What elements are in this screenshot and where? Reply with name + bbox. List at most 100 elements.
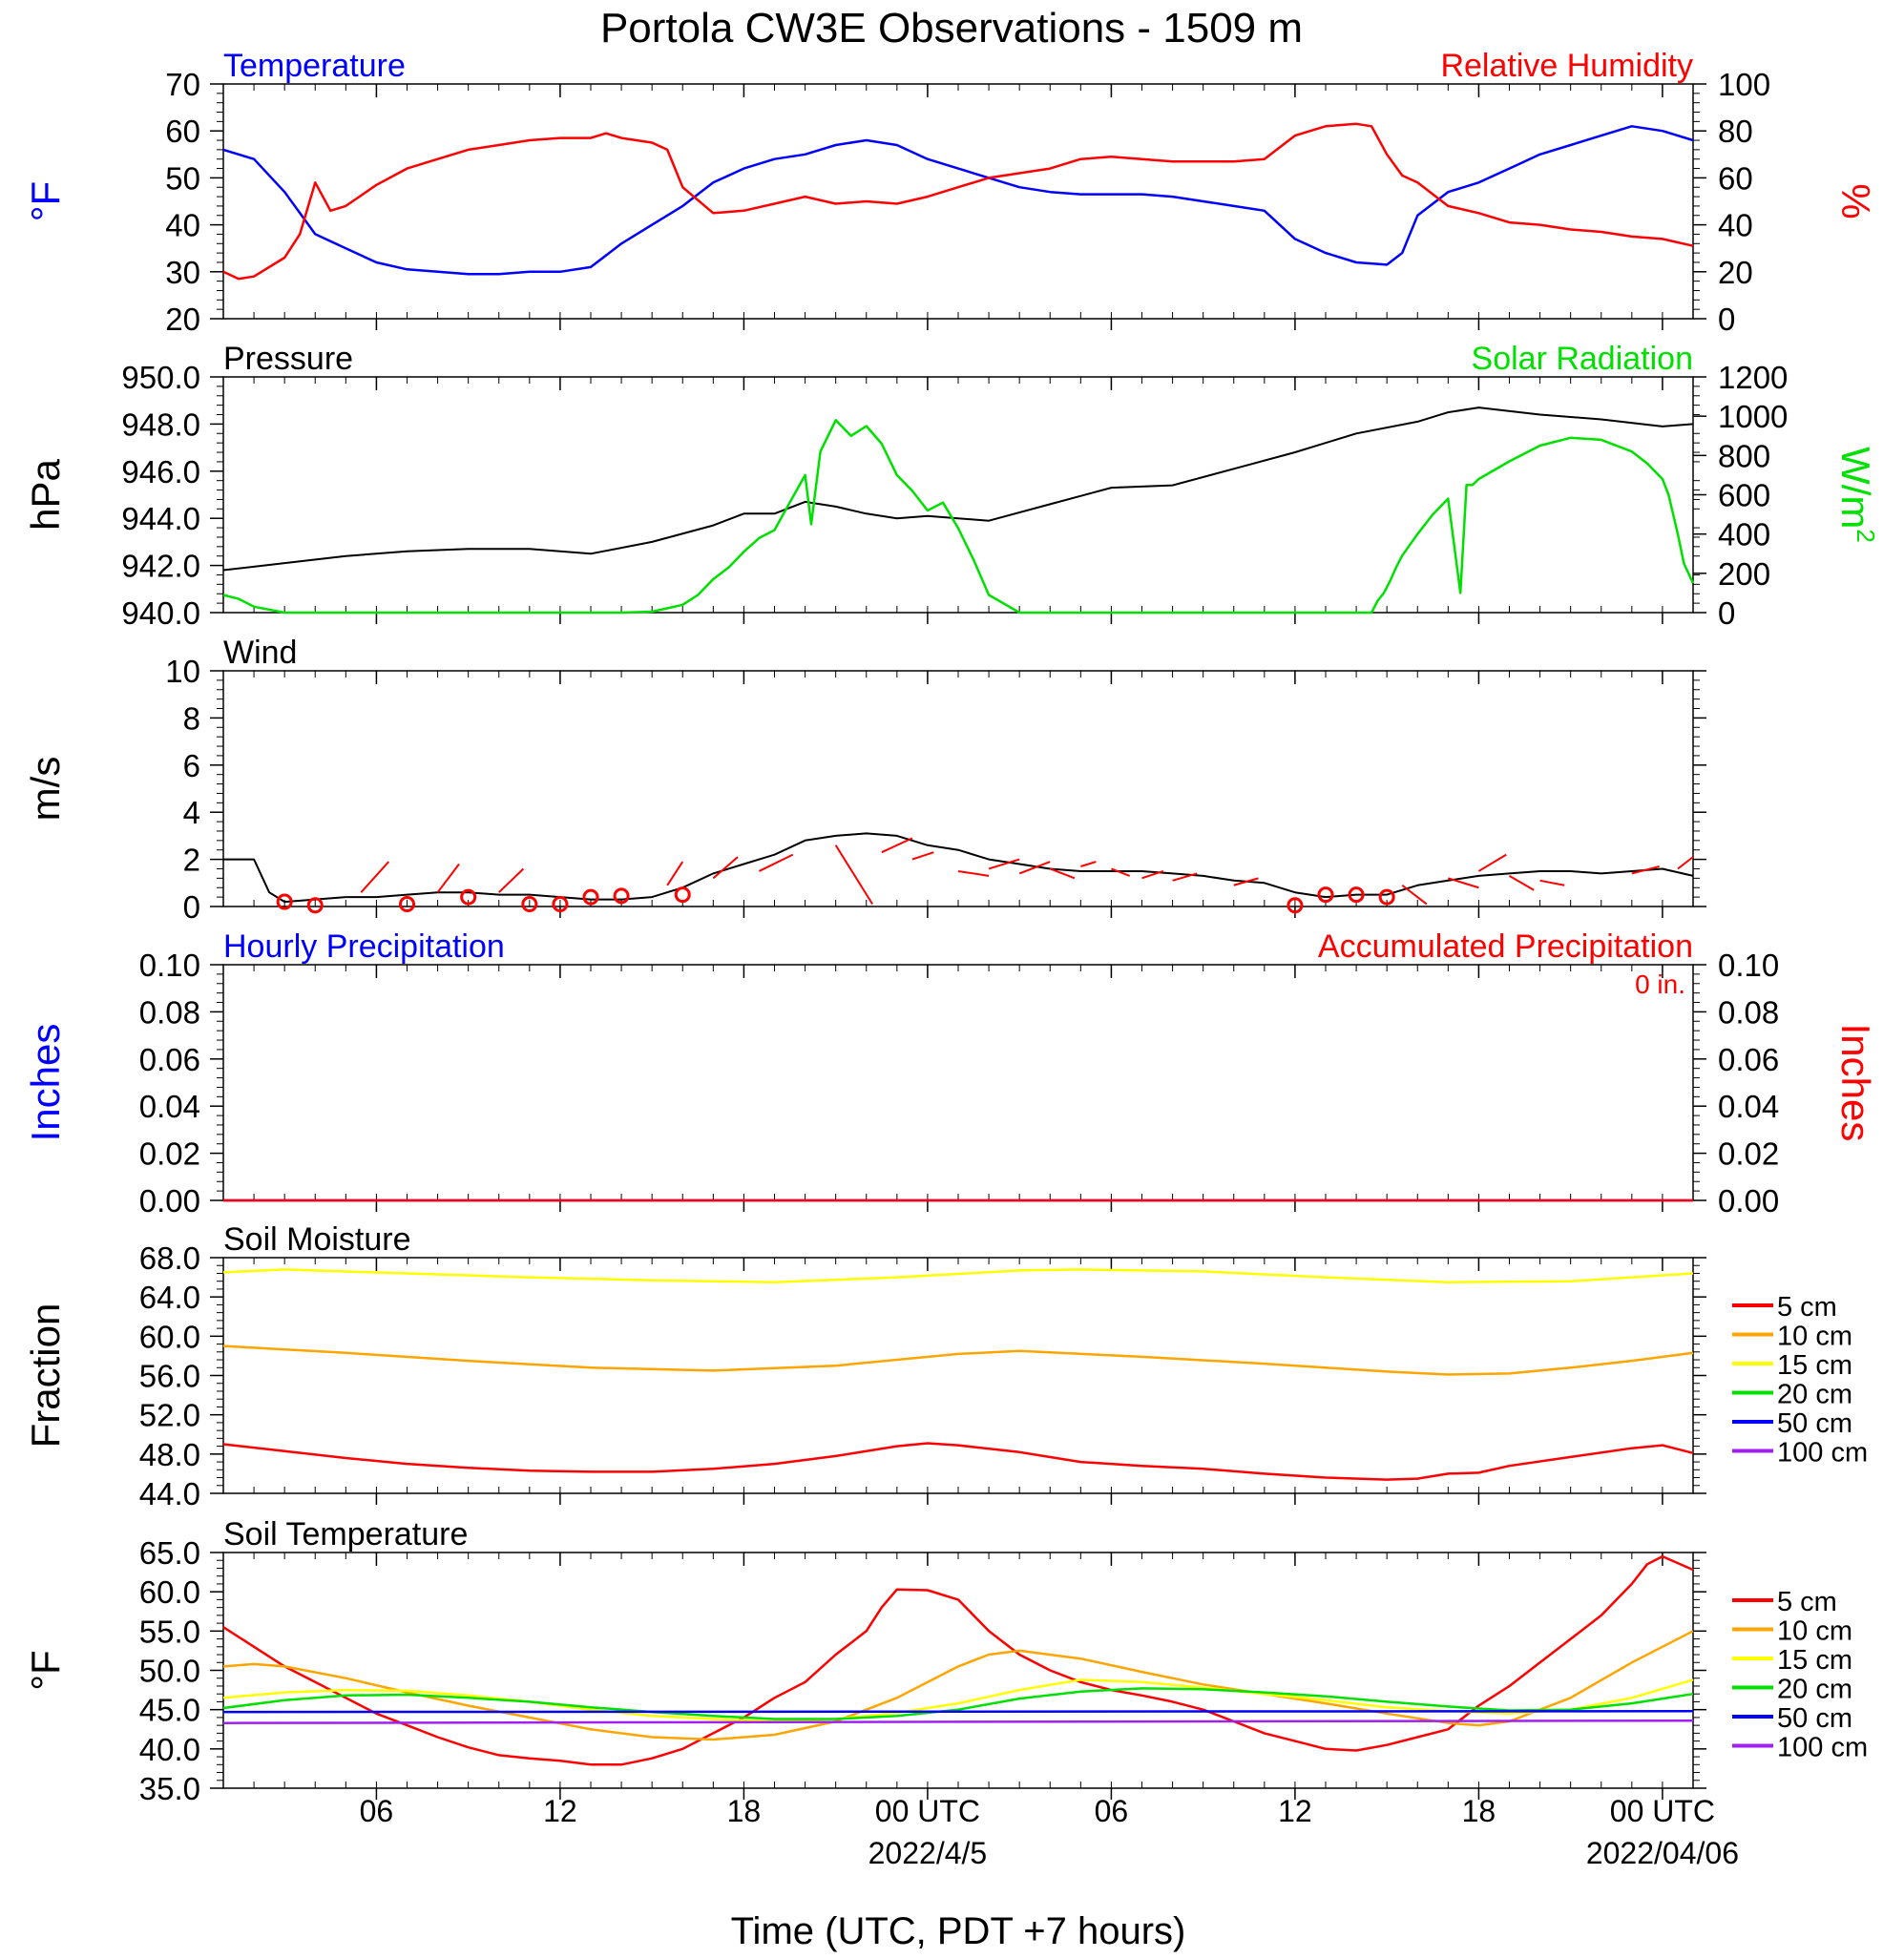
- y-tick-label: 60.0: [139, 1319, 200, 1354]
- wind-barb: [360, 861, 389, 893]
- x-date-label: 2022/04/06: [1586, 1836, 1739, 1870]
- y-tick-label: 40.0: [139, 1732, 200, 1767]
- x-date-label: 2022/4/5: [868, 1836, 988, 1870]
- y-axis-label: °F: [23, 1650, 68, 1690]
- y-tick-label: 0.06: [139, 1042, 200, 1077]
- y-tick-label: 2: [183, 843, 200, 878]
- plot-frame: [222, 1552, 1694, 1789]
- wind-barb: [1018, 861, 1051, 875]
- panel-left-title: Temperature: [223, 48, 406, 84]
- calm-wind-marker: [1317, 886, 1334, 904]
- panel-left-title: Hourly Precipitation: [223, 928, 505, 965]
- y-tick-label: 946.0: [121, 454, 200, 490]
- y2-tick-label: 200: [1718, 556, 1770, 592]
- series-line-10cm: [222, 1344, 1694, 1376]
- calm-wind-marker: [276, 893, 293, 910]
- y2-tick-label: 100: [1718, 67, 1770, 102]
- y-tick-label: 35.0: [139, 1771, 200, 1806]
- x-tick-label: 00 UTC: [1610, 1794, 1715, 1828]
- y2-tick-label: 0.06: [1718, 1042, 1779, 1077]
- calm-wind-marker: [399, 896, 415, 913]
- y-tick-label: 0: [183, 889, 200, 925]
- legend-label: 100 cm: [1777, 1438, 1868, 1469]
- panel-right-title: Accumulated Precipitation: [1318, 928, 1693, 965]
- x-tick-label: 12: [543, 1794, 577, 1828]
- y-axis-label: Fraction: [23, 1303, 68, 1448]
- y2-tick-label: 20: [1718, 255, 1753, 290]
- panel-right-title: Solar Radiation: [1472, 341, 1693, 377]
- series-line-red: [222, 122, 1694, 281]
- y2-tick-label: 60: [1718, 160, 1753, 196]
- series-line-black: [222, 406, 1694, 572]
- plot-frame: [222, 376, 1694, 614]
- y2-tick-label: 600: [1718, 478, 1770, 513]
- y2-tick-label: 0.04: [1718, 1089, 1779, 1124]
- panel-temperature-rh: 20 30 40 50 60 70 0 20 40 60 80 100 Temperature Relat…: [23, 48, 1878, 337]
- y-tick-label: 4: [183, 795, 200, 830]
- wind-barb: [911, 851, 934, 861]
- legend-label: 100 cm: [1777, 1733, 1868, 1763]
- x-tick-label: 18: [727, 1794, 762, 1828]
- y2-tick-label: 800: [1718, 438, 1770, 473]
- calm-wind-marker: [552, 896, 569, 913]
- wind-barb: [1172, 872, 1198, 882]
- wind-barb: [1539, 879, 1565, 886]
- y2-tick-label: 1000: [1718, 399, 1788, 434]
- calm-wind-marker: [582, 888, 599, 906]
- legend-label: 20 cm: [1777, 1675, 1852, 1705]
- y-tick-label: 944.0: [121, 501, 200, 536]
- y-tick-label: 940.0: [121, 595, 200, 631]
- y2-tick-label: 0: [1718, 595, 1735, 631]
- series-line-10cm: [222, 1630, 1694, 1741]
- y-tick-label: 0.04: [139, 1089, 200, 1124]
- series-line-green: [222, 419, 1695, 615]
- panel-soil-moisture: 44.0 48.0 52.0 56.0 60.0 64.0 68.0 Soil Moistur…: [23, 1221, 1868, 1511]
- wind-barb: [1448, 877, 1479, 889]
- y-tick-label: 6: [183, 748, 200, 783]
- y2-tick-label: 0.08: [1718, 994, 1779, 1030]
- y-tick-label: 56.0: [139, 1359, 200, 1394]
- y2-tick-label: 0.02: [1718, 1136, 1779, 1172]
- legend-label: 15 cm: [1777, 1350, 1852, 1381]
- wind-barb: [1677, 856, 1694, 870]
- y-tick-label: 942.0: [121, 549, 200, 584]
- legend-label: 20 cm: [1777, 1380, 1852, 1410]
- plot-frame: [222, 1257, 1694, 1494]
- series-line-black: [223, 832, 1694, 904]
- y-tick-label: 70: [165, 67, 200, 102]
- y-tick-label: 65.0: [139, 1535, 200, 1571]
- calm-wind-marker: [674, 886, 691, 904]
- panel-left-title: Soil Moisture: [223, 1221, 411, 1258]
- y-tick-label: 44.0: [139, 1476, 200, 1511]
- series-line-5cm: [222, 1442, 1694, 1481]
- panel-left-title: Soil Temperature: [223, 1516, 468, 1553]
- y-tick-label: 948.0: [121, 406, 200, 442]
- wind-barb: [881, 837, 913, 854]
- calm-wind-marker: [306, 897, 324, 914]
- x-tick-label: 06: [360, 1794, 394, 1828]
- y-tick-label: 45.0: [139, 1693, 200, 1728]
- x-tick-label: 18: [1462, 1794, 1496, 1828]
- calm-wind-marker: [460, 888, 477, 906]
- legend-label: 15 cm: [1777, 1645, 1852, 1676]
- time-axis: 06 12 18 00 UTC 2022/4/5 06 12 18 00 UTC 2022/04/…: [360, 1794, 1739, 1870]
- series-line-15cm: [222, 1268, 1694, 1283]
- y-tick-label: 30: [165, 255, 200, 290]
- wind-barb: [1141, 870, 1164, 880]
- wind-barb: [436, 863, 460, 893]
- legend-label: 50 cm: [1777, 1703, 1852, 1734]
- y-tick-label: 52.0: [139, 1398, 200, 1433]
- wind-barb: [666, 861, 684, 886]
- y2-axis-label-superscript: 2: [1852, 529, 1880, 542]
- legend-label: 5 cm: [1777, 1292, 1837, 1323]
- x-tick-label: 06: [1095, 1794, 1129, 1828]
- y2-tick-label: 80: [1718, 114, 1753, 149]
- wind-barb: [1401, 884, 1428, 906]
- y2-tick-label: 400: [1718, 517, 1770, 552]
- series-line-50cm: [222, 1710, 1694, 1714]
- panel-soil-temperature: 35.0 40.0 45.0 50.0 55.0 60.065.0 Soil Tempera…: [23, 1516, 1868, 1806]
- calm-wind-marker: [1348, 886, 1365, 904]
- legend-label: 50 cm: [1777, 1408, 1852, 1439]
